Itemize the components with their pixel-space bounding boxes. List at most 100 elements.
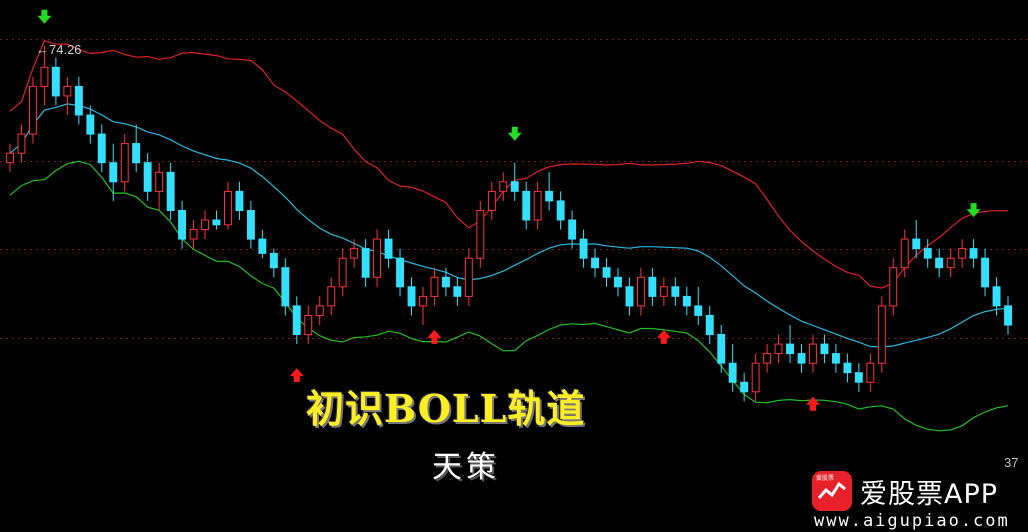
boll-bands	[9, 39, 1009, 432]
sell-arrow-icon	[37, 9, 52, 24]
middle-band-line	[9, 103, 1009, 348]
candle-down	[797, 353, 806, 364]
candle-up	[419, 295, 427, 307]
candle-down	[648, 276, 657, 297]
candle-down	[717, 334, 726, 364]
candle-down	[396, 257, 405, 288]
candle-up	[304, 315, 313, 336]
candle-up	[373, 238, 382, 278]
candle-up	[487, 190, 496, 211]
candle-up	[201, 219, 210, 230]
candle-up	[120, 143, 129, 183]
candle-down	[705, 315, 714, 336]
candle-up	[224, 190, 232, 226]
candle-up	[430, 276, 439, 297]
candle-up	[889, 267, 898, 307]
candle-down	[591, 257, 599, 269]
app-logo-caption: 爱股票	[816, 475, 835, 482]
candle-up	[866, 362, 875, 383]
candle-down	[74, 85, 83, 116]
candle-down	[178, 210, 187, 240]
candle-up	[499, 181, 508, 192]
candle-down	[740, 381, 749, 393]
candle-down	[258, 238, 267, 254]
candle-down	[51, 66, 60, 97]
candle-down	[212, 219, 221, 226]
candle-down	[602, 267, 611, 278]
candle-up	[900, 238, 909, 269]
candle-down	[843, 362, 852, 374]
candle-down	[854, 372, 863, 383]
candle-down	[86, 114, 95, 135]
candle-down	[247, 210, 255, 240]
candle-down	[361, 248, 370, 278]
corner-price-value: 37	[1004, 455, 1019, 470]
candle-up	[809, 343, 817, 364]
candle-up	[751, 362, 760, 393]
candle-down	[682, 295, 691, 307]
candle-up	[315, 305, 324, 316]
upper-band-line	[9, 39, 1009, 289]
candle-up	[63, 85, 72, 97]
candles	[6, 45, 1012, 402]
candle-down	[694, 305, 703, 316]
candle-up	[946, 257, 955, 269]
candle-up	[155, 171, 164, 192]
buy-arrow-icon	[427, 329, 442, 344]
candle-up	[350, 248, 359, 259]
candle-up	[763, 353, 772, 364]
candle-up	[774, 343, 783, 355]
signals	[37, 9, 981, 411]
candle-up	[338, 257, 347, 288]
chart-title: 初识BOLL轨道	[306, 386, 586, 431]
candle-down	[166, 171, 175, 212]
candle-down	[992, 286, 1001, 307]
high-price-label: ←74.26	[36, 42, 82, 57]
candle-down	[292, 305, 301, 335]
candle-up	[958, 248, 967, 259]
candle-down	[614, 276, 622, 288]
candle-down	[143, 162, 152, 192]
candle-down	[384, 238, 393, 259]
app-name: 爱股票APP	[860, 479, 999, 510]
candle-down	[407, 286, 416, 307]
candle-down	[981, 257, 989, 288]
candle-up	[29, 85, 37, 135]
candle-up	[17, 133, 26, 154]
author-subtitle: 天策	[432, 450, 500, 485]
app-logo-icon: 爱股票	[812, 471, 852, 511]
candle-down	[969, 248, 978, 259]
candle-down	[281, 267, 290, 307]
buy-arrow-icon	[656, 329, 671, 344]
candle-down	[109, 162, 118, 183]
candle-up	[659, 286, 668, 297]
candle-up	[877, 305, 886, 364]
app-url: www.aigupiao.com	[814, 511, 1010, 531]
candle-down	[453, 286, 462, 297]
candle-up	[6, 152, 14, 164]
candle-down	[625, 286, 634, 307]
candle-up	[533, 190, 542, 221]
candle-down	[786, 343, 794, 355]
candle-down	[820, 343, 829, 355]
sell-arrow-icon	[966, 203, 981, 218]
candle-down	[556, 200, 565, 221]
candle-up	[637, 276, 645, 307]
sell-arrow-icon	[507, 126, 522, 141]
buy-arrow-icon	[805, 396, 820, 411]
candle-down	[568, 219, 577, 240]
candle-up	[327, 286, 336, 307]
candle-down	[912, 238, 921, 250]
candle-down	[235, 190, 244, 211]
candle-up	[189, 229, 198, 240]
buy-arrow-icon	[289, 368, 304, 383]
lower-band-line	[9, 160, 1009, 432]
candle-down	[728, 362, 737, 383]
candle-down	[545, 190, 554, 202]
candle-down	[442, 276, 450, 288]
candle-up	[464, 257, 473, 297]
candle-down	[1004, 305, 1012, 326]
candle-down	[510, 181, 519, 192]
candle-up	[476, 210, 485, 259]
